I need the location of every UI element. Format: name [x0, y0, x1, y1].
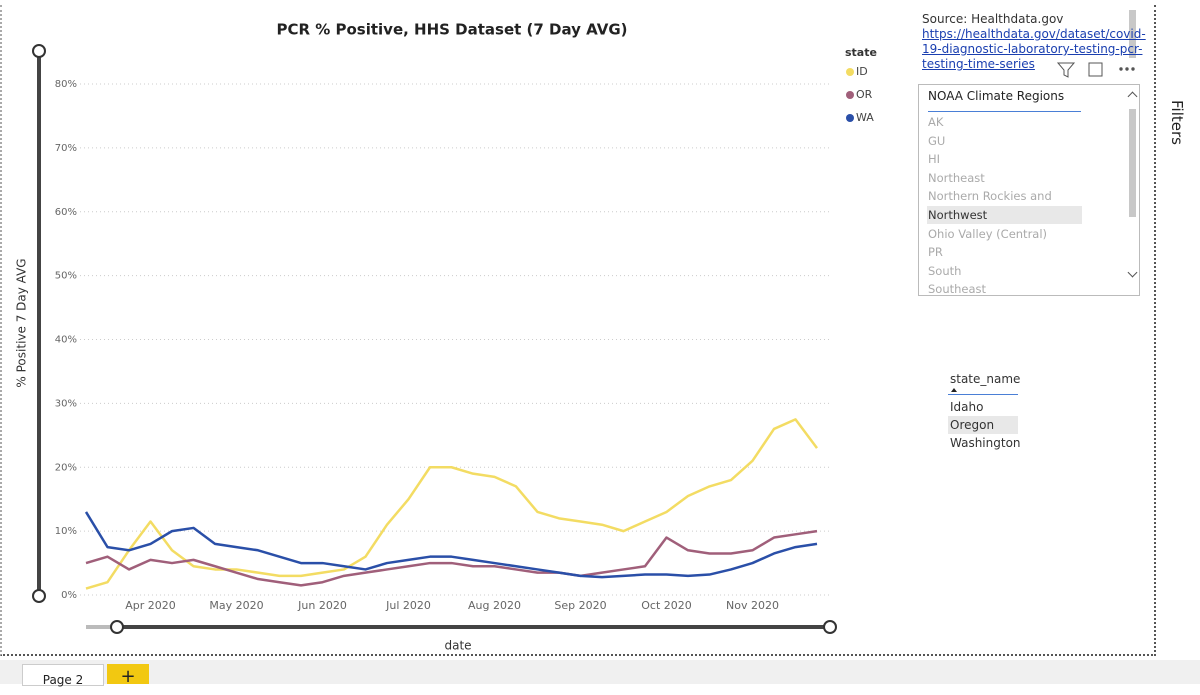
y-tick-label: 20%	[55, 462, 77, 473]
x-tick-label: Jul 2020	[385, 599, 431, 612]
more-icon[interactable]	[1125, 67, 1129, 71]
focus-icon[interactable]	[1088, 62, 1103, 77]
y-tick-label: 30%	[55, 398, 77, 409]
slicer: NOAA Climate Regions AK GU HI Northeast Nort…	[918, 84, 1140, 296]
source-link[interactable]: https://healthdata.gov/dataset/covid-	[922, 27, 1146, 41]
legend-label: WA	[856, 111, 874, 124]
slicer-item[interactable]: GU	[928, 133, 946, 148]
slicer-scrollbar[interactable]	[1129, 109, 1136, 217]
legend-marker	[846, 114, 854, 122]
legend-label: ID	[856, 65, 868, 78]
source-link[interactable]: testing-time-series	[922, 57, 1035, 71]
x-tick-label: May 2020	[209, 599, 263, 612]
y-tick-label: 50%	[55, 271, 77, 282]
x-tick-label: Sep 2020	[554, 599, 606, 612]
y-tick-label: 40%	[55, 335, 77, 346]
x-tick-label: Oct 2020	[641, 599, 692, 612]
slicer-title: NOAA Climate Regions	[928, 89, 1065, 103]
page-tabs-bar: Page 2 +	[0, 660, 1200, 687]
slicer-item[interactable]: Northeast	[928, 170, 985, 185]
y-tick-label: 70%	[55, 143, 77, 154]
slicer-underline	[928, 111, 1081, 112]
line-series	[84, 511, 818, 579]
filters-pane-label[interactable]: Filters	[1168, 100, 1186, 145]
source-text: Source: Healthdata.gov https://healthdat…	[922, 12, 1146, 72]
table-row[interactable]: Washington	[950, 436, 1021, 450]
legend-marker	[846, 68, 854, 76]
filter-icon[interactable]	[1056, 62, 1076, 78]
y-tick-label: 80%	[55, 79, 77, 90]
y-tick-label: 10%	[55, 526, 77, 537]
legend-title: state	[845, 46, 877, 59]
more-icon[interactable]	[1119, 67, 1123, 71]
slider-handle[interactable]	[110, 620, 124, 634]
y-axis-title: % Positive 7 Day AVG	[15, 258, 29, 387]
x-tick-label: Nov 2020	[726, 599, 779, 612]
more-icon[interactable]	[1131, 67, 1135, 71]
line-series	[85, 418, 819, 590]
y-tick-label: 0%	[61, 590, 77, 601]
source-link[interactable]: 19-diagnostic-laboratory-testing-pcr-	[922, 42, 1143, 56]
y-tick-label: 60%	[55, 207, 77, 218]
slider-handle[interactable]	[32, 589, 46, 603]
scrollbar[interactable]	[1129, 10, 1136, 58]
slider-handle[interactable]	[823, 620, 837, 634]
header-underline	[948, 394, 1018, 395]
line-series	[85, 529, 818, 587]
table-header: state_name	[950, 372, 1021, 386]
slicer-item[interactable]: HI	[928, 152, 941, 167]
slicer-item[interactable]: Ohio Valley (Central)	[928, 226, 1048, 241]
legend-marker	[846, 91, 854, 99]
slicer-item[interactable]: Northwest	[927, 206, 1082, 224]
table-row[interactable]: Oregon	[948, 416, 1018, 434]
visual-toolbar	[1056, 62, 1135, 78]
legend-label: OR	[856, 88, 873, 101]
sort-arrow[interactable]	[951, 388, 957, 392]
add-page-tab[interactable]: +	[107, 664, 149, 687]
x-tick-label: Jun 2020	[297, 599, 347, 612]
slicer-item[interactable]: AK	[928, 115, 944, 129]
chart-title: PCR % Positive, HHS Dataset (7 Day AVG)	[276, 21, 627, 39]
slicer-item[interactable]: South	[928, 263, 962, 278]
scroll-up[interactable]	[1127, 91, 1138, 102]
page-tab[interactable]: Page 2	[22, 664, 104, 687]
chart: PCR % Positive, HHS Dataset (7 Day AVG) …	[15, 10, 1136, 653]
slicer-item[interactable]: PR	[928, 245, 943, 260]
x-tick-label: Aug 2020	[468, 599, 521, 612]
x-axis-title: date	[444, 639, 471, 653]
slicer-item[interactable]: Southeast	[928, 282, 987, 296]
slicer-item[interactable]: Northern Rockies and Plains	[928, 189, 1052, 221]
source-label: Source: Healthdata.gov	[922, 12, 1064, 26]
x-tick-label: Apr 2020	[125, 599, 176, 612]
report-canvas	[0, 5, 1156, 656]
table-row[interactable]: Idaho	[950, 400, 984, 414]
slider-handle[interactable]	[32, 44, 46, 58]
scroll-down[interactable]	[1127, 267, 1138, 278]
